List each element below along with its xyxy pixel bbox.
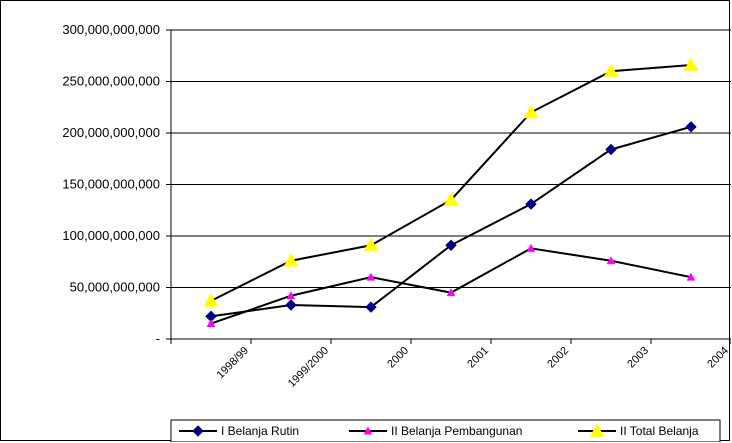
legend-label-3: II Total Belanja: [620, 424, 699, 438]
x-tick-label: 2002: [545, 345, 571, 371]
x-tick-label: 2003: [625, 345, 651, 371]
y-tick-label: 150,000,000,000: [62, 177, 160, 192]
y-tick-label: -: [156, 331, 160, 346]
y-tick-label: 50,000,000,000: [70, 280, 160, 295]
legend-label-1: I Belanja Rutin: [221, 424, 299, 438]
series-3-point: [684, 58, 698, 71]
series-line-2: [211, 248, 691, 323]
series-1-point: [686, 122, 696, 132]
x-tick-label: 1998/99: [215, 345, 252, 382]
series-3-point: [364, 238, 378, 251]
y-tick-label: 100,000,000,000: [62, 228, 160, 243]
series-line-3: [211, 65, 691, 301]
series-1-point: [286, 300, 296, 310]
x-tick-label: 2001: [465, 345, 491, 371]
legend-label-2: II Belanja Pembangunan: [391, 424, 522, 438]
y-tick-label: 250,000,000,000: [62, 74, 160, 89]
x-tick-label: 2004: [705, 345, 731, 371]
series-3-point: [524, 105, 538, 118]
x-tick-label: 1999/2000: [286, 345, 331, 390]
series-3-point: [204, 294, 218, 307]
y-tick-label: 200,000,000,000: [62, 125, 160, 140]
y-tick-label: 300,000,000,000: [62, 22, 160, 37]
x-tick-label: 2000: [385, 345, 411, 371]
